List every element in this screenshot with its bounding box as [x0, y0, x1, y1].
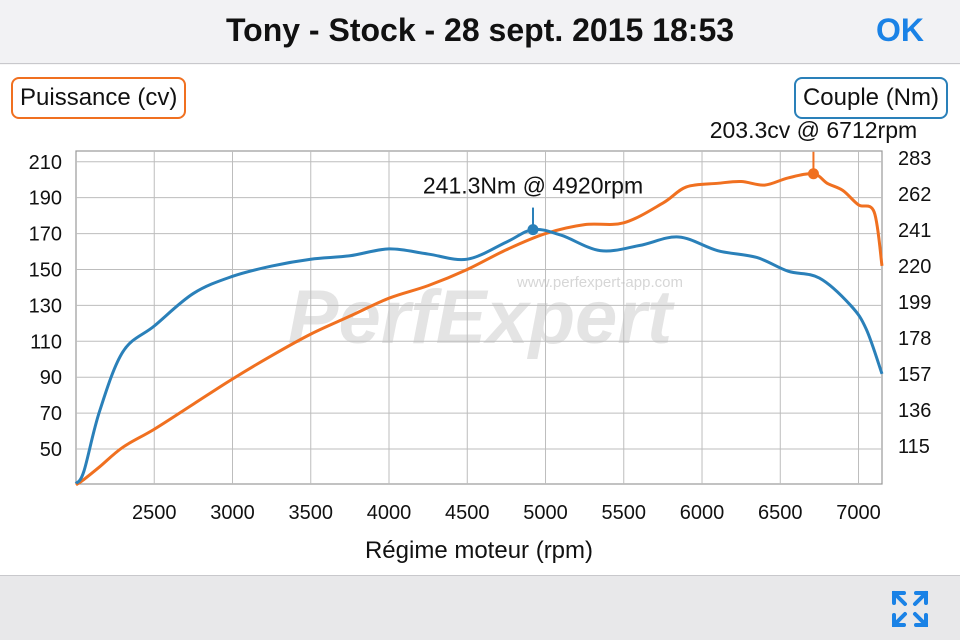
x-tick-label: 2500 — [132, 502, 177, 524]
page-title: Tony - Stock - 28 sept. 2015 18:53 — [225, 12, 735, 48]
grid — [75, 150, 883, 485]
y-left-tick-label: 130 — [29, 295, 62, 317]
x-tick-label: 5500 — [602, 502, 647, 524]
watermark: PerfExpert www.perfexpert-app.com — [288, 274, 683, 360]
y-left-tick-label: 150 — [29, 259, 62, 281]
y-right-tick-label: 199 — [898, 292, 931, 314]
torque-peak-marker — [527, 224, 539, 236]
y-right-tick-label: 283 — [898, 148, 931, 170]
power-peak-label: 203.3cv @ 6712rpm — [710, 117, 917, 143]
legend-power[interactable]: Puissance (cv) — [11, 77, 187, 119]
y-left-tick-label: 90 — [40, 367, 62, 389]
expand-arrows-icon[interactable] — [890, 589, 930, 629]
y-left-tick-label: 110 — [30, 331, 62, 353]
x-tick-label: 5000 — [523, 502, 568, 524]
axes: 2500 3000 3500 4000 4500 5000 5500 6000 6500 7000… — [29, 148, 932, 524]
power-peak-marker — [807, 168, 819, 180]
x-tick-label: 3500 — [289, 502, 334, 524]
navigation-bar: Tony - Stock - 28 sept. 2015 18:53 OK — [0, 0, 960, 64]
watermark-url: www.perfexpert-app.com — [516, 274, 683, 291]
dyno-chart: PerfExpert www.perfexpert-app.com 2500 30… — [29, 117, 932, 564]
legend-torque[interactable]: Couple (Nm) — [793, 77, 948, 119]
y-right-tick-label: 115 — [898, 436, 930, 458]
y-left-tick-label: 170 — [29, 224, 62, 246]
x-tick-label: 6500 — [758, 502, 803, 524]
y-right-tick-label: 136 — [898, 400, 931, 422]
x-tick-label: 6000 — [680, 502, 725, 524]
chart-panel: PerfExpert www.perfexpert-app.com 2500 30… — [0, 65, 960, 575]
y-left-tick-label: 70 — [40, 403, 62, 425]
bottom-toolbar — [0, 575, 960, 640]
plot-frame — [75, 150, 883, 485]
x-tick-label: 3000 — [210, 502, 255, 524]
x-tick-label: 7000 — [836, 502, 881, 524]
watermark-logo: PerfExpert — [288, 275, 675, 360]
x-tick-label: 4000 — [367, 502, 412, 524]
torque-curve — [74, 227, 884, 485]
y-right-tick-label: 220 — [898, 256, 931, 278]
x-axis-label: Régime moteur (rpm) — [365, 537, 593, 564]
ok-button[interactable]: OK — [876, 12, 924, 48]
y-left-tick-label: 190 — [29, 188, 62, 210]
y-left-tick-label: 50 — [40, 439, 62, 461]
y-left-tick-label: 210 — [29, 152, 62, 174]
y-right-tick-label: 178 — [898, 328, 931, 350]
annotations-layer: 203.3cv @ 6712rpm 241.3Nm @ 4920rpm — [423, 117, 917, 236]
y-right-tick-label: 262 — [898, 184, 931, 206]
y-right-tick-label: 157 — [898, 364, 931, 386]
torque-peak-label: 241.3Nm @ 4920rpm — [423, 173, 643, 199]
x-tick-label: 4500 — [445, 502, 490, 524]
y-right-tick-label: 241 — [898, 220, 931, 242]
